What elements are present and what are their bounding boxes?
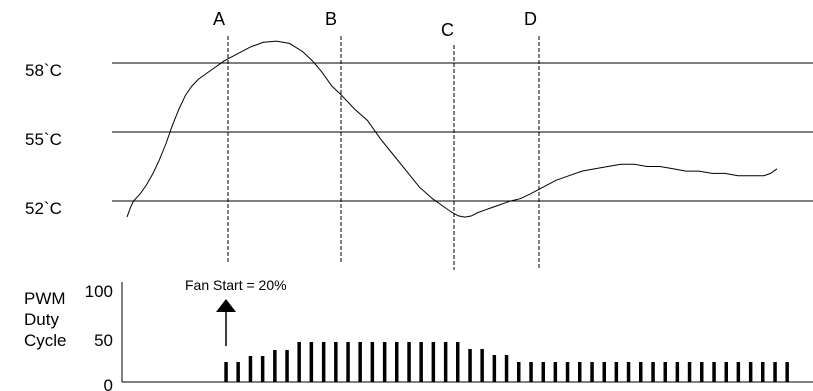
pwm-tick-100: 100 xyxy=(85,282,113,301)
pwm-bar xyxy=(382,342,387,382)
pwm-bar xyxy=(334,342,338,382)
pwm-bar xyxy=(504,355,509,382)
pwm-bar xyxy=(260,356,265,382)
pwm-bar xyxy=(358,342,362,382)
y-label-55: 55`C xyxy=(25,130,62,149)
fan-start-arrow-head-icon xyxy=(216,299,236,312)
pwm-bar xyxy=(700,362,704,382)
pwm-bar xyxy=(639,362,643,382)
pwm-bar xyxy=(675,362,680,382)
pwm-bar xyxy=(395,342,399,382)
pwm-bar xyxy=(541,362,545,382)
pwm-chart: PWM Duty Cycle 100 50 0 Fan Start = 20% xyxy=(24,277,813,391)
pwm-ylabel-line-3: Cycle xyxy=(24,331,67,350)
pwm-bar xyxy=(297,342,301,382)
pwm-bar xyxy=(724,362,728,382)
pwm-bar xyxy=(553,362,558,382)
pwm-bar xyxy=(761,362,765,382)
pwm-tick-50: 50 xyxy=(94,331,113,350)
pwm-bar xyxy=(456,342,460,382)
pwm-bar xyxy=(785,362,789,382)
pwm-bar xyxy=(773,362,777,382)
marker-label-d: D xyxy=(524,9,537,29)
pwm-bar xyxy=(565,362,570,382)
marker-label-a: A xyxy=(213,9,225,29)
y-label-52: 52`C xyxy=(25,199,62,218)
pwm-bar xyxy=(309,342,314,382)
pwm-bar xyxy=(492,355,497,382)
pwm-bar xyxy=(663,362,667,382)
pwm-bar xyxy=(590,362,594,382)
pwm-bar xyxy=(529,362,533,382)
pwm-bar xyxy=(602,362,606,382)
pwm-bar xyxy=(517,362,521,382)
pwm-bar xyxy=(468,349,472,382)
y-label-58: 58`C xyxy=(25,61,62,80)
pwm-bar xyxy=(480,349,484,382)
pwm-bar xyxy=(736,362,741,382)
pwm-bars xyxy=(224,342,789,382)
marker-label-c: C xyxy=(441,20,454,40)
pwm-bar xyxy=(431,342,436,382)
pwm-bar xyxy=(370,342,375,382)
pwm-bar xyxy=(346,342,350,382)
pwm-bar xyxy=(321,342,326,382)
pwm-bar xyxy=(248,356,253,382)
pwm-bar xyxy=(712,362,716,382)
pwm-bar xyxy=(626,362,631,382)
pwm-bar xyxy=(748,362,753,382)
marker-label-b: B xyxy=(325,9,337,29)
pwm-bar xyxy=(407,342,411,382)
pwm-bar xyxy=(285,350,289,382)
pwm-tick-0: 0 xyxy=(104,376,113,391)
temperature-chart: 58`C 55`C 52`C A B C D xyxy=(25,9,813,270)
pwm-bar xyxy=(578,362,582,382)
pwm-bar xyxy=(236,362,240,382)
temperature-series-line xyxy=(126,40,778,218)
pwm-ylabel-line-2: Duty xyxy=(24,310,59,329)
pwm-bar xyxy=(687,362,692,382)
pwm-bar xyxy=(224,362,228,382)
pwm-bar xyxy=(614,362,619,382)
pwm-bar xyxy=(273,350,277,382)
pwm-ylabel-line-1: PWM xyxy=(24,289,66,308)
fan-start-annotation: Fan Start = 20% xyxy=(185,277,287,293)
pwm-bar xyxy=(651,362,655,382)
pwm-bar xyxy=(419,342,423,382)
pwm-bar xyxy=(443,342,448,382)
